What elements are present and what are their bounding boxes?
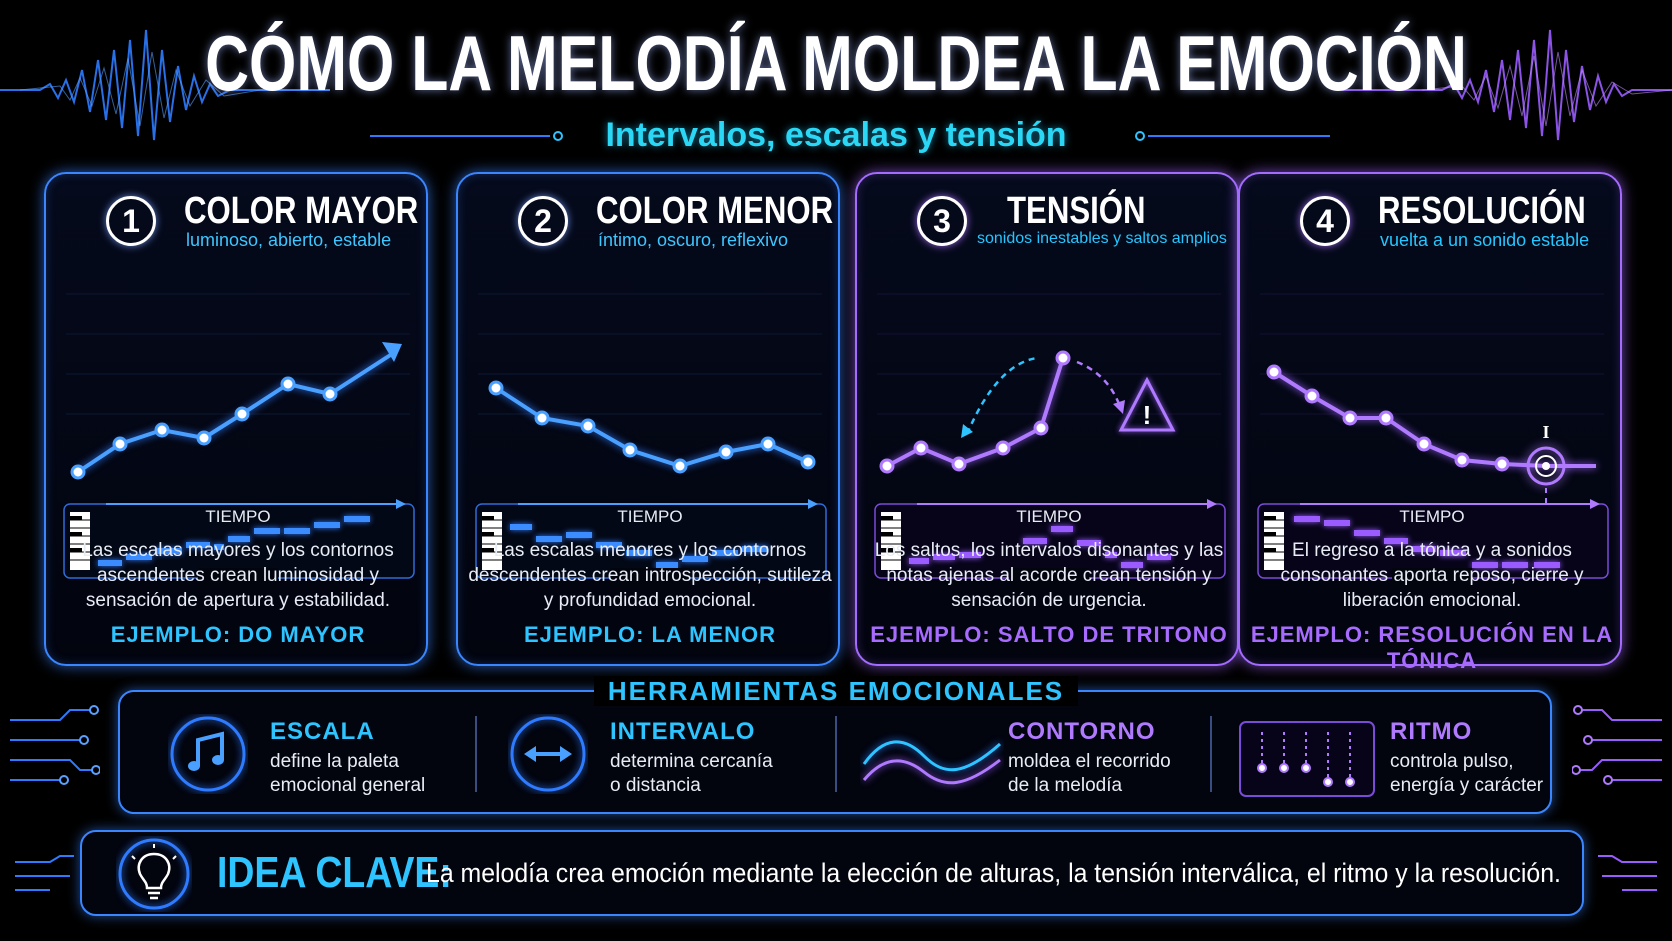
axis-label-time: TIEMPO — [617, 507, 683, 526]
card-subtitle: sonidos inestables y saltos amplios — [977, 230, 1227, 247]
sound-wave-left-icon — [0, 29, 330, 141]
music-note-icon — [170, 716, 246, 792]
svg-text:I: I — [1542, 422, 1549, 442]
tool-interval: INTERVALO determina cercanía o distancia — [500, 692, 800, 816]
resolution-contour-chart: I — [1257, 293, 1609, 590]
tool-description-line: controla pulso, — [1390, 751, 1514, 772]
ascending-contour-chart — [63, 293, 415, 590]
tool-name: INTERVALO — [610, 718, 756, 745]
divider — [835, 716, 837, 792]
tool-description: define la paleta emocional general — [270, 750, 425, 798]
tool-description-line: define la paleta — [270, 751, 399, 772]
wave-icon — [862, 740, 1001, 785]
circuit-bottom-left-icon — [15, 855, 74, 891]
card-number: 2 — [518, 196, 568, 246]
card-example: EJEMPLO: RESOLUCIÓN EN LA TÓNICA — [1250, 622, 1614, 673]
tool-name: ESCALA — [270, 718, 375, 745]
tool-contour: CONTORNO moldea el recorrido de la melod… — [860, 692, 1180, 816]
tool-name: CONTORNO — [1008, 718, 1156, 745]
circuit-bottom-right-icon — [1598, 855, 1657, 891]
divider — [475, 716, 477, 792]
card-description: El regreso a la tónica y a sonidos conso… — [1280, 540, 1584, 611]
double-arrow-icon — [510, 716, 586, 792]
page-subtitle: Intervalos, escalas y tensión — [605, 116, 1067, 154]
card-title: RESOLUCIÓN — [1378, 190, 1586, 232]
card-subtitle: vuelta a un sonido estable — [1380, 230, 1590, 250]
subtitle-line-left — [370, 131, 563, 141]
circuit-right-icon — [1572, 705, 1662, 785]
tool-description-line: de la melodía — [1008, 775, 1123, 796]
card-number: 1 — [106, 196, 156, 246]
circuit-left-icon — [10, 705, 100, 785]
key-idea-label: IDEA CLAVE: — [217, 848, 452, 897]
card-title: TENSIÓN — [1007, 190, 1146, 232]
lightbulb-icon — [118, 838, 190, 910]
card-major-color: 1 COLOR MAYOR luminoso, abierto, estable… — [44, 172, 428, 666]
card-example: EJEMPLO: SALTO DE TRITONO — [870, 622, 1228, 647]
card-example: EJEMPLO: DO MAYOR — [110, 622, 366, 647]
tool-description: controla pulso, energía y carácter — [1390, 750, 1543, 798]
card-description: Las escalas mayores y los contornos asce… — [82, 540, 394, 611]
card-title: COLOR MAYOR — [184, 190, 419, 232]
svg-text:!: ! — [1143, 400, 1152, 430]
tools-title-text: HERRAMIENTAS EMOCIONALES — [593, 676, 1079, 706]
tool-rhythm: RITMO controla pulso, energía y carácter — [1238, 692, 1543, 816]
tool-description: moldea el recorrido de la melodía — [1008, 750, 1171, 798]
card-subtitle: luminoso, abierto, estable — [186, 230, 392, 250]
axis-label-time: TIEMPO — [205, 507, 271, 526]
key-idea-banner: IDEA CLAVE: La melodía crea emoción medi… — [80, 830, 1584, 916]
tool-description-line: emocional general — [270, 775, 426, 796]
card-resolution: 4 RESOLUCIÓN vuelta a un sonido estable … — [1238, 172, 1622, 673]
card-number: 3 — [917, 196, 967, 246]
rhythm-icon — [1239, 721, 1375, 797]
emotional-tools-panel: ESCALA define la paleta emocional genera… — [118, 690, 1552, 814]
descending-contour-chart — [475, 293, 827, 590]
axis-label-time: TIEMPO — [1399, 507, 1465, 526]
card-minor-color: 2 COLOR MENOR íntimo, oscuro, reflexivo … — [456, 172, 840, 666]
card-description: Los saltos, los intervalos disonantes y … — [874, 540, 1224, 611]
divider — [1210, 716, 1212, 792]
tool-description: determina cercanía o distancia — [610, 750, 773, 798]
card-description: Las escalas menores y los contornos desc… — [468, 540, 832, 611]
tension-leap-chart: ! — [874, 293, 1226, 590]
page-title: CÓMO LA MELODÍA MOLDEA LA EMOCIÓN — [205, 19, 1467, 107]
tool-description-line: energía y carácter — [1390, 775, 1544, 796]
card-number: 4 — [1300, 196, 1350, 246]
card-subtitle: íntimo, oscuro, reflexivo — [598, 230, 789, 250]
axis-label-time: TIEMPO — [1016, 507, 1082, 526]
card-tension: 3 TENSIÓN sonidos inestables y saltos am… — [855, 172, 1239, 666]
card-example: EJEMPLO: LA MENOR — [523, 622, 777, 647]
sound-wave-right-icon — [1342, 29, 1672, 141]
tool-description-line: moldea el recorrido — [1008, 751, 1171, 772]
tool-description-line: o distancia — [610, 775, 701, 796]
tools-section-title: HERRAMIENTAS EMOCIONALES — [0, 676, 1672, 707]
key-idea-text: La melodía crea emoción mediante la elec… — [426, 858, 1561, 888]
tool-scale: ESCALA define la paleta emocional genera… — [160, 692, 460, 816]
card-title: COLOR MENOR — [596, 190, 834, 232]
tool-description-line: determina cercanía — [610, 751, 773, 772]
tool-name: RITMO — [1390, 718, 1473, 745]
subtitle-line-right — [1135, 131, 1330, 141]
